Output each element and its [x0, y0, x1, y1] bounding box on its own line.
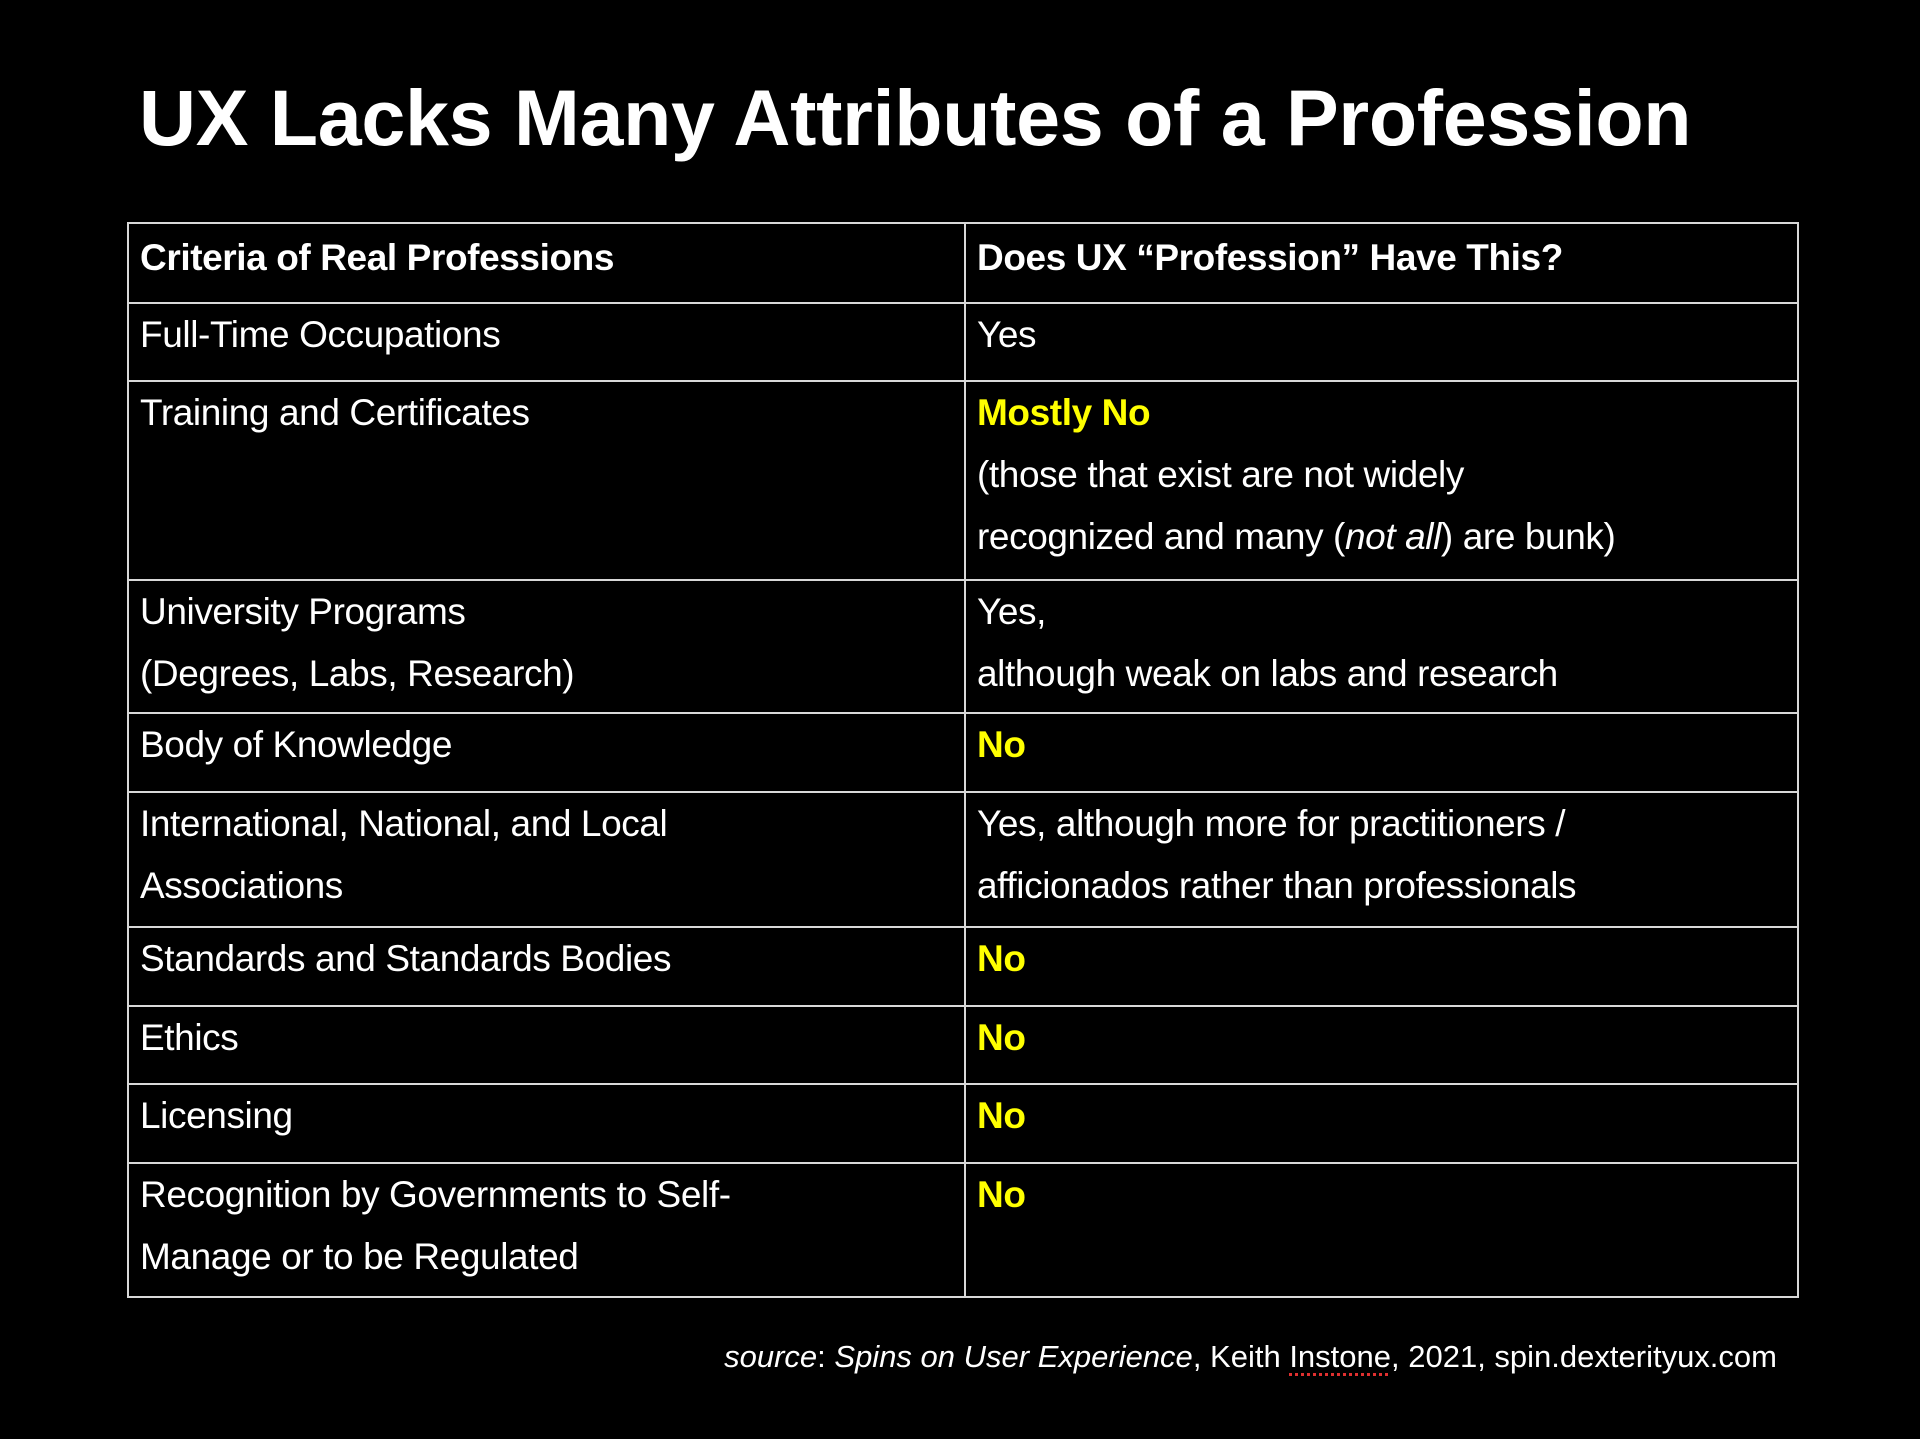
- source-colon: :: [817, 1339, 835, 1374]
- answer-text: Yes,: [977, 591, 1047, 632]
- answer-text-part: ) are bunk): [1440, 516, 1616, 557]
- criteria-cell: Ethics: [127, 1005, 966, 1085]
- criteria-text: Full-Time Occupations: [140, 314, 501, 355]
- source-separator: , Keith: [1192, 1339, 1290, 1374]
- table-row: Full-Time Occupations Yes: [127, 302, 1799, 382]
- answer-text: (those that exist are not widely: [977, 454, 1464, 495]
- table-header-row: Criteria of Real Professions Does UX “Pr…: [127, 222, 1799, 304]
- criteria-cell: Standards and Standards Bodies: [127, 926, 966, 1007]
- answer-cell: No: [964, 1083, 1799, 1164]
- answer-text: afficionados rather than professionals: [977, 865, 1577, 906]
- table-row: Standards and Standards Bodies No: [127, 926, 1799, 1007]
- answer-cell: No: [964, 926, 1799, 1007]
- criteria-text: International, National, and Local: [140, 803, 668, 844]
- criteria-cell: Full-Time Occupations: [127, 302, 966, 382]
- criteria-text: Standards and Standards Bodies: [140, 938, 672, 979]
- answer-cell: Mostly No (those that exist are not wide…: [964, 380, 1799, 581]
- source-author-spellcheck: Instone: [1289, 1339, 1392, 1374]
- criteria-text: (Degrees, Labs, Research): [140, 653, 575, 694]
- source-label: source: [724, 1339, 818, 1374]
- criteria-text: Body of Knowledge: [140, 724, 453, 765]
- header-ux-has: Does UX “Profession” Have This?: [964, 222, 1799, 304]
- answer-highlight: No: [977, 938, 1026, 979]
- table-row: Ethics No: [127, 1005, 1799, 1085]
- criteria-cell: Recognition by Governments to Self- Manag…: [127, 1162, 966, 1298]
- table-row: Licensing No: [127, 1083, 1799, 1164]
- table-row: Recognition by Governments to Self- Manag…: [127, 1162, 1799, 1298]
- criteria-cell: University Programs (Degrees, Labs, Resea…: [127, 579, 966, 714]
- criteria-text: Manage or to be Regulated: [140, 1236, 579, 1277]
- answer-highlight: Mostly No: [977, 392, 1151, 433]
- source-citation: source: Spins on User Experience, Keith …: [724, 1338, 1777, 1375]
- criteria-cell: Training and Certificates: [127, 380, 966, 581]
- source-work-title: Spins on User Experience: [834, 1339, 1193, 1374]
- criteria-text: Associations: [140, 865, 343, 906]
- criteria-cell: Body of Knowledge: [127, 712, 966, 793]
- criteria-text: Ethics: [140, 1017, 239, 1058]
- table-row: Training and Certificates Mostly No (tho…: [127, 380, 1799, 581]
- header-criteria: Criteria of Real Professions: [127, 222, 966, 304]
- answer-text: although weak on labs and research: [977, 653, 1558, 694]
- answer-highlight: No: [977, 1174, 1026, 1215]
- answer-cell: Yes, although weak on labs and research: [964, 579, 1799, 714]
- table-row: International, National, and Local Associ…: [127, 791, 1799, 928]
- answer-cell: No: [964, 1162, 1799, 1298]
- answer-highlight: No: [977, 1017, 1026, 1058]
- answer-cell: No: [964, 1005, 1799, 1085]
- answer-text: recognized and many (not all) are bunk): [977, 506, 1787, 568]
- criteria-text: Training and Certificates: [140, 392, 530, 433]
- criteria-cell: International, National, and Local Associ…: [127, 791, 966, 928]
- source-year-url: , 2021, spin.dexterityux.com: [1391, 1339, 1777, 1374]
- answer-highlight: No: [977, 724, 1026, 765]
- answer-cell: Yes: [964, 302, 1799, 382]
- criteria-text: University Programs: [140, 591, 466, 632]
- answer-cell: No: [964, 712, 1799, 793]
- answer-text-italic: not all: [1344, 516, 1441, 557]
- answer-cell: Yes, although more for practitioners / af…: [964, 791, 1799, 928]
- criteria-text: Recognition by Governments to Self-: [140, 1174, 731, 1215]
- criteria-cell: Licensing: [127, 1083, 966, 1164]
- answer-highlight: No: [977, 1095, 1026, 1136]
- slide-title: UX Lacks Many Attributes of a Profession: [139, 73, 1692, 162]
- criteria-text: Licensing: [140, 1095, 293, 1136]
- table-row: Body of Knowledge No: [127, 712, 1799, 793]
- answer-text-part: recognized and many (: [977, 516, 1345, 557]
- professions-table: Criteria of Real Professions Does UX “Pr…: [127, 222, 1799, 1298]
- table-row: University Programs (Degrees, Labs, Resea…: [127, 579, 1799, 714]
- answer-text: Yes: [977, 314, 1037, 355]
- answer-text: Yes, although more for practitioners /: [977, 803, 1566, 844]
